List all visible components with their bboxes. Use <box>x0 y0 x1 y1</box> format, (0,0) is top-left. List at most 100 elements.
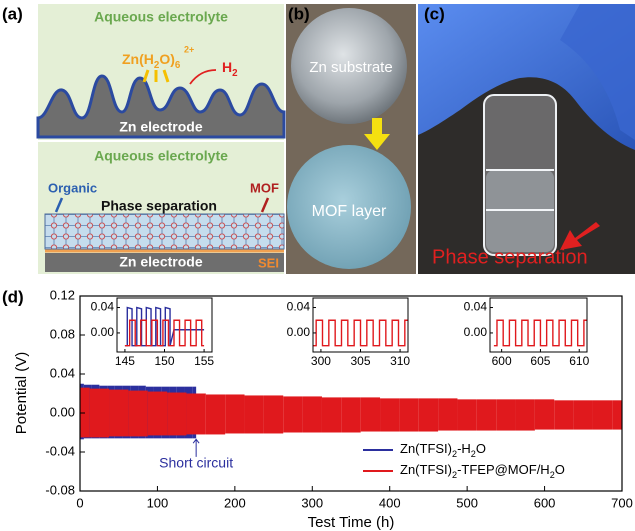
inset-line <box>124 319 205 347</box>
inset-x-tick-label: 310 <box>390 354 410 368</box>
panel-label: (b) <box>288 4 310 23</box>
band-segment <box>205 394 226 435</box>
dendrite-electrode <box>36 74 286 139</box>
band-segment <box>534 399 555 430</box>
text-run: 2 <box>471 449 476 459</box>
electrolyte-label: Aqueous electrolyte <box>94 9 228 25</box>
band-segment <box>128 390 148 437</box>
panel-label: (d) <box>2 287 24 306</box>
electrode <box>45 253 284 272</box>
ion-arrows <box>142 69 170 83</box>
text-run: O <box>476 441 486 456</box>
band-segment <box>186 393 206 435</box>
band-segment <box>399 398 419 432</box>
glove-finger <box>560 4 635 140</box>
band-segment <box>418 398 439 432</box>
red-arrow <box>560 222 600 250</box>
band-segment <box>302 396 322 433</box>
x-axis-label: Test Time (h) <box>308 514 395 531</box>
mof-disk-label: MOF layer <box>312 203 387 220</box>
y-tick-label: 0.04 <box>50 365 75 380</box>
phase-label: Phase separation <box>432 246 588 268</box>
band-segment <box>263 395 284 434</box>
text-run: 2 <box>154 60 160 71</box>
inset-frame <box>489 297 588 353</box>
text-run: 6 <box>175 60 181 71</box>
vial <box>483 94 557 256</box>
inset-x-tick-label: 300 <box>311 354 331 368</box>
band-segment <box>89 388 110 438</box>
inset-background <box>117 298 212 352</box>
band-segment <box>147 391 168 436</box>
panel-label: (a) <box>2 4 23 23</box>
y-axis-label: Potential (V) <box>13 352 30 435</box>
text-run: 2 <box>452 449 457 459</box>
phase-label: Phase separation <box>101 198 217 214</box>
text-run: Zn(TFSI) <box>400 462 452 477</box>
inset-y-tick-label: 0.00 <box>287 325 311 339</box>
band-segment <box>592 400 613 430</box>
x-tick-label: 400 <box>379 495 401 510</box>
inset-y-tick-label: 0.00 <box>91 325 115 339</box>
mof-arrow <box>260 197 270 213</box>
x-tick-label: 100 <box>147 495 169 510</box>
annotation: Short circuit <box>159 454 233 470</box>
band-segment <box>573 400 593 430</box>
sei-label: SEI <box>258 255 279 270</box>
band-segment <box>457 399 477 431</box>
zn-disk <box>291 8 407 124</box>
gas-arrow <box>189 69 217 85</box>
band-segment <box>496 399 516 431</box>
x-tick-label: 500 <box>456 495 478 510</box>
y-tick-label: -0.08 <box>45 482 75 497</box>
text-run: Zn(H <box>122 51 154 67</box>
ion-charge: 2+ <box>184 44 194 54</box>
band-segment <box>554 400 574 430</box>
zn-disk-label: Zn substrate <box>309 59 392 76</box>
mof-label: MOF <box>250 180 279 195</box>
band-segment <box>515 399 535 431</box>
inset-line <box>124 306 205 347</box>
x-tick-label: 200 <box>224 495 246 510</box>
band-segment <box>167 392 187 436</box>
gas-formula: H2 <box>222 59 238 79</box>
inset-line <box>313 319 408 347</box>
series <box>80 387 622 438</box>
inset-x-tick-label: 145 <box>115 354 135 368</box>
inset-background <box>490 298 587 352</box>
electrolyte-label: Aqueous electrolyte <box>94 148 228 164</box>
electrode-label: Zn electrode <box>119 254 202 270</box>
band-segment <box>244 395 264 434</box>
text-run: O <box>555 462 565 477</box>
legend-label: Zn(TFSI)2-H2O <box>400 441 486 459</box>
band-segment <box>438 398 458 431</box>
x-tick-label: 700 <box>611 495 633 510</box>
inset-y-tick-label: 0.00 <box>464 325 488 339</box>
band-segment <box>360 397 381 432</box>
annotation-arrow <box>192 438 200 457</box>
mof-layer <box>44 213 285 250</box>
text-run: Zn(TFSI) <box>400 441 452 456</box>
y-tick-label: 0.00 <box>50 404 75 419</box>
band-segment <box>109 389 129 437</box>
inset-y-tick-label: 0.04 <box>287 300 311 314</box>
inset-x-tick-label: 150 <box>154 354 174 368</box>
inset-x-tick-label: 610 <box>569 354 589 368</box>
y-tick-label: -0.04 <box>45 443 75 458</box>
plot-frame <box>79 295 623 492</box>
text-run: 2 <box>452 470 457 480</box>
mof-disk <box>287 145 411 269</box>
electrode-label: Zn electrode <box>119 119 202 135</box>
inset-y-tick-label: 0.04 <box>464 300 488 314</box>
band-segment <box>476 399 497 431</box>
text-run: 2 <box>232 68 238 79</box>
inset-x-tick-label: 305 <box>350 354 370 368</box>
band-segment <box>341 397 361 433</box>
text-run: H <box>222 59 232 75</box>
inset-x-tick-label: 600 <box>492 354 512 368</box>
band-segment <box>321 397 342 433</box>
inset-y-tick-label: 0.04 <box>91 300 115 314</box>
inset-x-tick-label: 155 <box>194 354 214 368</box>
x-tick-label: 300 <box>301 495 323 510</box>
